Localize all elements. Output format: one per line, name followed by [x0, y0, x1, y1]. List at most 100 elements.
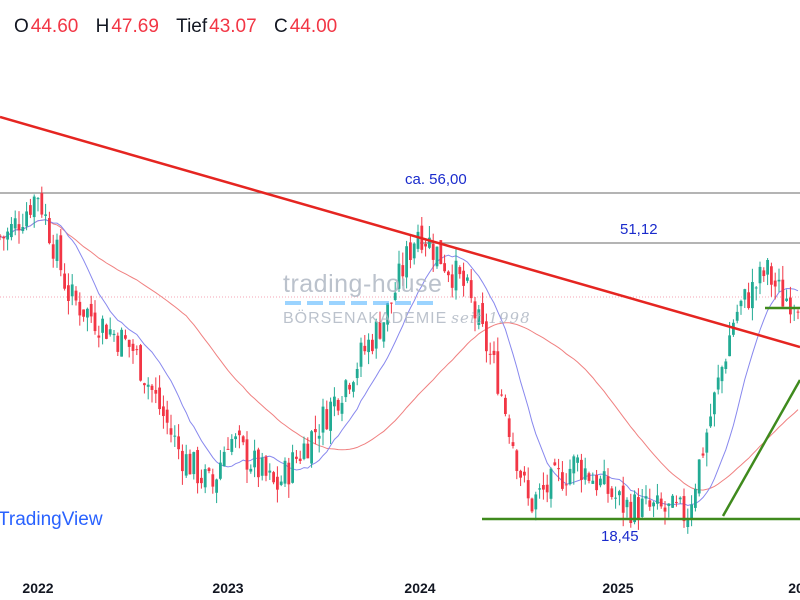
candle-body	[287, 462, 291, 485]
candle-body	[32, 196, 36, 218]
ohlc-high-label: H	[95, 16, 110, 37]
candle-body	[473, 301, 477, 319]
candle-body	[325, 409, 329, 430]
candle-body	[367, 339, 370, 353]
candle-body	[264, 456, 268, 476]
candle-body	[393, 292, 397, 301]
candle-body	[382, 322, 386, 342]
candle-body	[599, 478, 602, 486]
candle-body	[534, 494, 538, 510]
tradingview-logo: TradingView	[0, 509, 103, 530]
candle-body	[796, 311, 800, 313]
watermark-bar	[285, 301, 435, 305]
candle-body	[739, 300, 743, 307]
candle-body	[488, 353, 492, 355]
candle-body	[587, 473, 591, 481]
candle-body	[241, 436, 245, 443]
ohlc-low-value: 43.07	[209, 16, 257, 37]
candle-body	[203, 469, 207, 488]
candle-body	[621, 485, 625, 513]
candle-body	[443, 263, 446, 272]
candle-body	[40, 193, 44, 215]
candle-body	[306, 443, 310, 459]
candle-body	[416, 231, 420, 249]
ohlc-low-label: Tief	[176, 16, 208, 37]
candle-body	[716, 377, 720, 390]
candle-body	[629, 501, 633, 524]
candle-body	[70, 284, 74, 297]
candle-body	[211, 474, 215, 487]
watermark-subtitle: BÖRSENAKADEMIE	[283, 310, 448, 327]
candle-body	[36, 198, 40, 200]
candle-body	[789, 297, 792, 315]
candle-body	[302, 443, 306, 459]
candle-body	[314, 429, 317, 433]
candle-body	[656, 495, 659, 504]
candle-body	[500, 394, 503, 396]
candle-body	[89, 303, 93, 317]
candle-body	[496, 351, 500, 394]
candle-body	[640, 498, 644, 517]
candle-body	[359, 342, 363, 367]
candle-body	[595, 474, 598, 491]
candle-body	[279, 481, 283, 485]
candle-body	[751, 282, 754, 309]
candle-body	[173, 435, 177, 437]
candle-body	[511, 442, 515, 446]
candle-body	[55, 239, 59, 261]
candle-body	[439, 240, 443, 265]
candle-body	[625, 499, 629, 508]
candle-body	[317, 435, 321, 439]
candle-body	[146, 384, 150, 387]
candle-body	[614, 497, 617, 499]
candle-body	[67, 285, 70, 301]
candle-body	[348, 384, 351, 390]
candle-body	[253, 450, 256, 468]
candle-body	[469, 280, 473, 299]
candle-body	[131, 343, 135, 351]
watermark-brand: trading-house	[283, 270, 443, 298]
candle-body	[777, 279, 781, 282]
watermark-logo: trading-house BÖRSENAKADEMIE seit 1998	[283, 270, 531, 328]
candle-body	[694, 488, 697, 508]
candle-body	[120, 329, 123, 357]
candle-body	[333, 396, 336, 407]
candle-body	[713, 392, 716, 415]
candle-body	[431, 244, 435, 260]
candle-body	[568, 468, 572, 485]
candle-body	[25, 211, 28, 227]
candle-body	[63, 273, 66, 289]
candle-body	[230, 438, 234, 452]
candle-body	[86, 308, 89, 318]
candle-body	[97, 335, 101, 338]
candle-body	[352, 382, 355, 392]
candle-body	[6, 231, 9, 240]
candle-body	[177, 436, 180, 450]
candle-body	[561, 472, 564, 489]
candle-body	[378, 322, 382, 339]
candle-body	[576, 457, 579, 463]
candle-body	[583, 468, 587, 480]
candle-body	[196, 450, 199, 484]
candle-body	[743, 289, 747, 300]
candle-body	[770, 266, 773, 285]
candle-body	[59, 235, 63, 271]
candle-body	[165, 409, 169, 423]
candle-body	[553, 462, 557, 466]
candle-body	[48, 218, 51, 244]
candle-body	[215, 479, 218, 493]
candle-body	[116, 335, 120, 352]
candle-body	[169, 428, 173, 435]
candle-body	[397, 263, 401, 289]
candle-body	[606, 476, 610, 494]
candle-body	[135, 349, 139, 351]
candle-body	[519, 470, 522, 478]
candle-body	[766, 259, 769, 275]
candle-body	[298, 458, 302, 461]
candle-body	[701, 453, 705, 456]
candle-body	[435, 246, 439, 267]
candle-body	[321, 406, 325, 433]
level-label-56: ca. 56,00	[405, 171, 467, 188]
candle-body	[690, 504, 693, 519]
